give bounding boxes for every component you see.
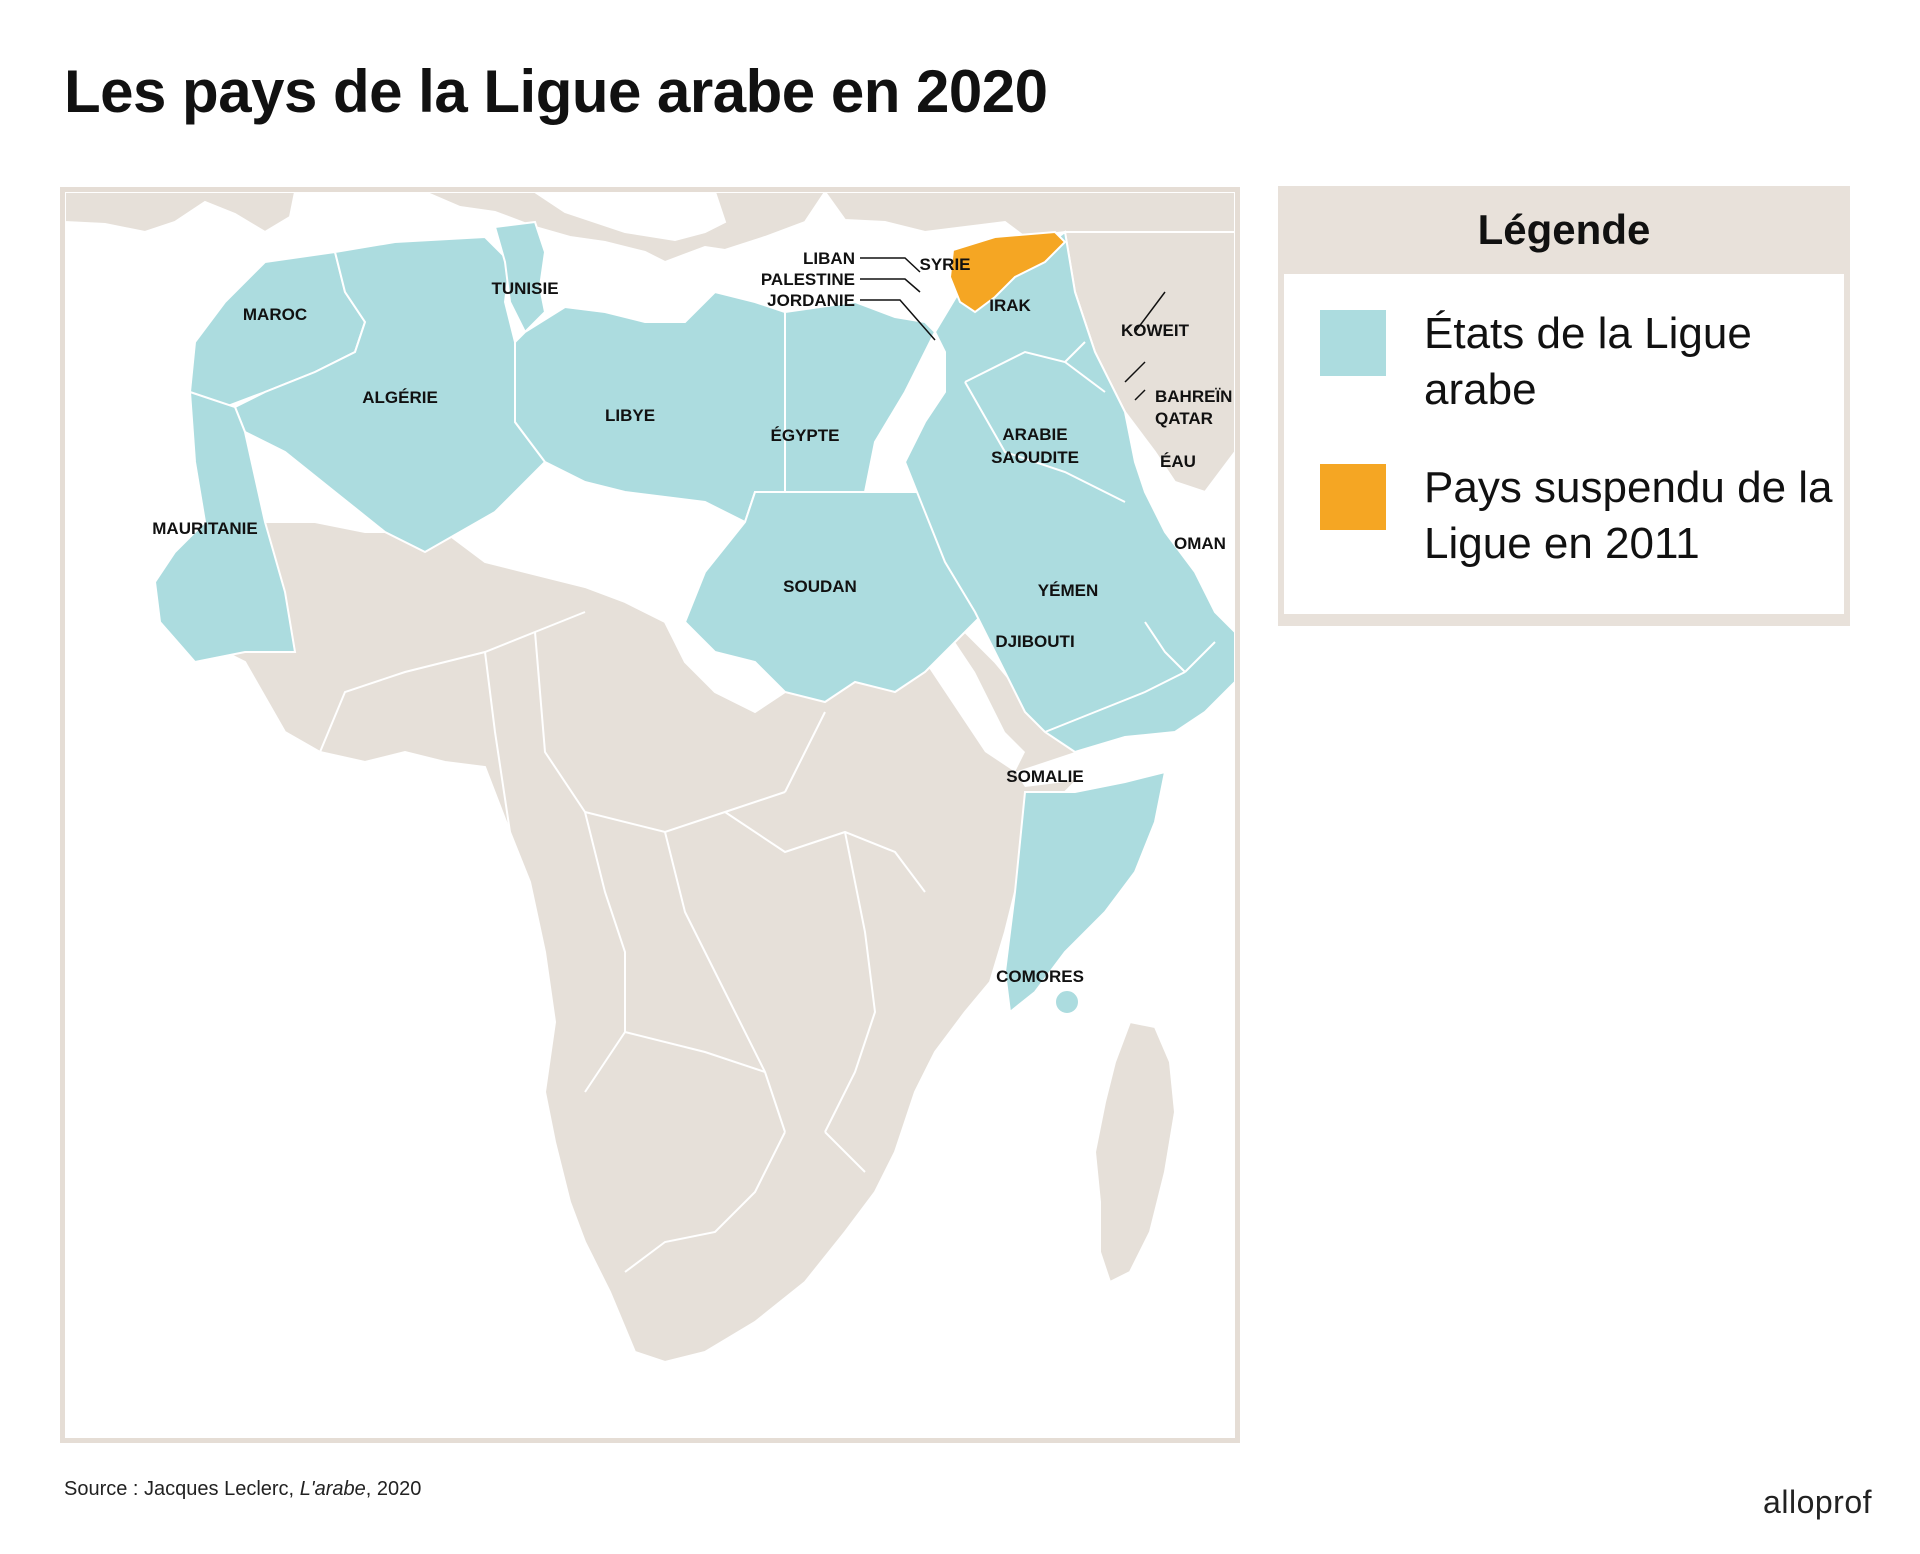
country-syrie <box>948 230 1067 314</box>
legend-title: Légende <box>1477 206 1651 253</box>
source-work: L'arabe <box>299 1478 366 1500</box>
legend-label-league: États de la Ligue arabe <box>1424 309 1752 414</box>
leader-qatar <box>1134 389 1146 401</box>
leader-jordanie <box>860 299 936 341</box>
source-note: Source : Jacques Leclerc, L'arabe, 2020 <box>64 1478 421 1501</box>
label-djibouti: DJIBOUTI <box>995 632 1074 651</box>
country-tunisie <box>493 220 547 334</box>
leader-bahrein <box>1124 361 1146 383</box>
country-levant-jordan-iraq-saudi <box>903 230 1235 754</box>
country-somalie <box>1003 770 1167 1014</box>
label-arabie-line2: SAOUDITE <box>991 448 1079 467</box>
source-suffix: , 2020 <box>365 1478 422 1500</box>
label-mauritanie: MAURITANIE <box>152 519 257 538</box>
label-somalie: SOMALIE <box>1006 767 1083 786</box>
brand-logo: alloprof <box>1763 1484 1872 1520</box>
label-syrie: SYRIE <box>919 255 970 274</box>
label-algerie: ALGÉRIE <box>362 388 438 407</box>
label-yemen: YÉMEN <box>1038 581 1098 600</box>
label-irak: IRAK <box>989 296 1031 315</box>
label-libye: LIBYE <box>605 406 655 425</box>
label-liban: LIBAN <box>803 249 855 268</box>
legend-item-suspended: Pays suspendu de la Ligue en 2011 <box>1284 460 1844 572</box>
legend-body: États de la Ligue arabe Pays suspendu de… <box>1284 274 1844 614</box>
label-maroc: MAROC <box>243 305 307 324</box>
label-bahrein: BAHREÏN <box>1155 387 1232 406</box>
label-oman: OMAN <box>1174 534 1226 553</box>
label-egypte: ÉGYPTE <box>771 426 840 445</box>
label-palestine: PALESTINE <box>761 270 855 289</box>
legend-swatch-league <box>1320 310 1386 376</box>
borders-arabia <box>964 341 1216 733</box>
land-europe-italy <box>424 192 827 264</box>
leader-liban <box>860 257 921 273</box>
label-qatar: QATAR <box>1155 409 1213 428</box>
leader-palestine <box>860 278 921 293</box>
land-madagascar <box>1093 1020 1177 1284</box>
label-koweit: KOWEIT <box>1121 321 1190 340</box>
borders-sub-saharan <box>244 611 926 1273</box>
country-mauritanie <box>153 390 297 664</box>
legend-swatch-suspended <box>1320 464 1386 530</box>
label-jordanie: JORDANIE <box>767 291 855 310</box>
label-eau: ÉAU <box>1160 452 1196 471</box>
legend-item-league: États de la Ligue arabe <box>1284 306 1844 418</box>
label-comores: COMORES <box>996 967 1084 986</box>
legend-label-suspended: Pays suspendu de la Ligue en 2011 <box>1424 463 1833 568</box>
map-canvas: MAROC ALGÉRIE TUNISIE LIBYE ÉGYPTE MAURI… <box>65 192 1235 1364</box>
map-frame: MAROC ALGÉRIE TUNISIE LIBYE ÉGYPTE MAURI… <box>60 187 1240 1443</box>
sea-gulf-aden <box>1015 732 1165 787</box>
label-arabie-line1: ARABIE <box>1002 425 1067 444</box>
label-tunisie: TUNISIE <box>491 279 558 298</box>
legend: Légende États de la Ligue arabe Pays sus… <box>1278 186 1850 626</box>
country-comores <box>1054 989 1080 1015</box>
source-prefix: Source : Jacques Leclerc, <box>64 1478 300 1500</box>
leader-koweit <box>1134 291 1166 333</box>
map-title: Les pays de la Ligue arabe en 2020 <box>64 58 1048 125</box>
land-europe-west <box>65 192 297 234</box>
label-soudan: SOUDAN <box>783 577 857 596</box>
